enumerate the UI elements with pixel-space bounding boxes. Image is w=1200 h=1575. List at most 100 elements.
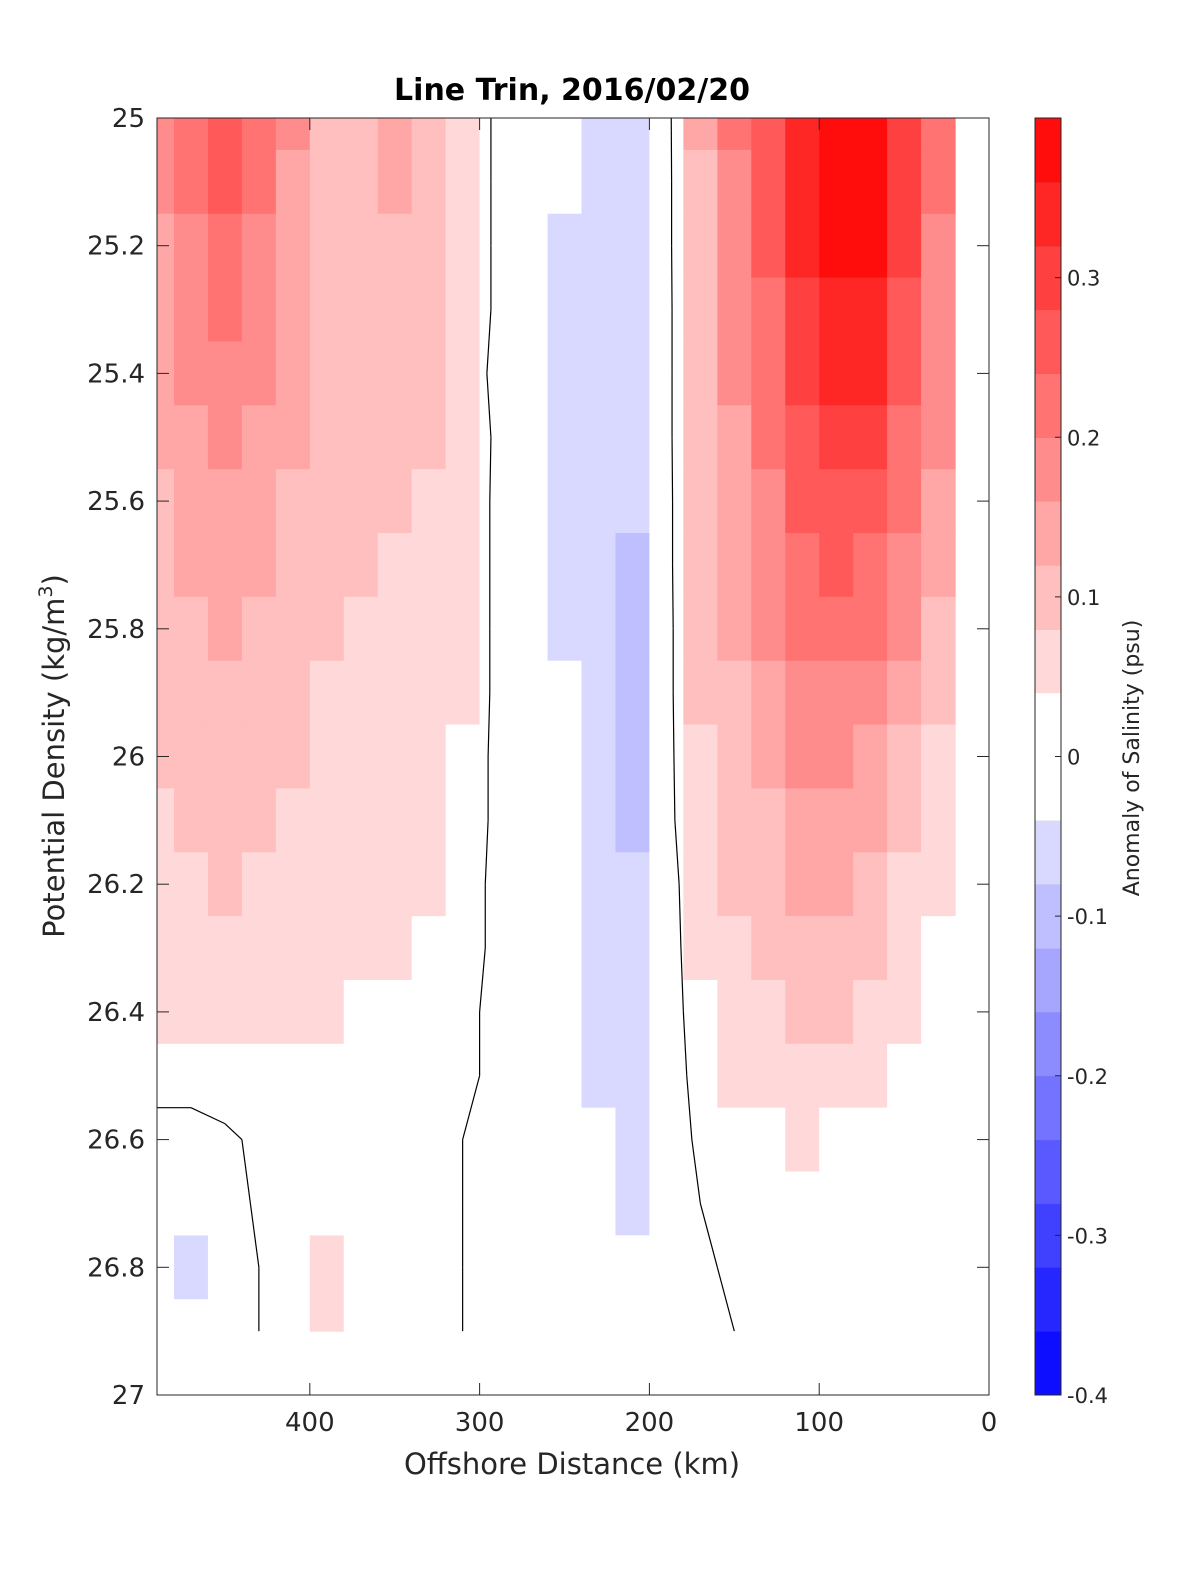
heatmap-cell bbox=[377, 1299, 413, 1332]
heatmap-cell bbox=[157, 916, 175, 981]
heatmap-cell bbox=[411, 916, 447, 981]
heatmap-cell bbox=[343, 469, 379, 534]
heatmap-cell bbox=[411, 469, 447, 534]
heatmap-cell bbox=[819, 1171, 854, 1236]
heatmap-cell bbox=[241, 724, 277, 790]
heatmap-cell bbox=[173, 1107, 209, 1173]
heatmap-cell bbox=[649, 1171, 684, 1236]
heatmap-cell bbox=[751, 1235, 786, 1300]
heatmap-cell bbox=[581, 1107, 617, 1173]
heatmap-cell bbox=[581, 596, 617, 662]
colorbar-title: Anomaly of Salinity (psu) bbox=[1120, 620, 1145, 897]
heatmap-cell bbox=[309, 277, 345, 343]
heatmap-cell bbox=[547, 1299, 583, 1332]
heatmap-cell bbox=[819, 660, 854, 726]
heatmap-cell bbox=[581, 1235, 617, 1300]
heatmap-cell bbox=[649, 660, 684, 726]
heatmap-cell bbox=[751, 213, 786, 279]
heatmap-cell bbox=[241, 916, 277, 981]
heatmap-cell bbox=[717, 1171, 752, 1236]
colorbar-band bbox=[1035, 118, 1061, 183]
heatmap-cell bbox=[887, 213, 922, 279]
heatmap-cell bbox=[853, 405, 888, 470]
heatmap-cell bbox=[513, 596, 549, 662]
heatmap-cell bbox=[649, 916, 684, 981]
heatmap-cell bbox=[615, 1043, 651, 1109]
heatmap-cell bbox=[683, 660, 718, 726]
heatmap-cell bbox=[751, 660, 786, 726]
heatmap-cell bbox=[445, 341, 481, 406]
heatmap-cell bbox=[615, 852, 651, 917]
heatmap-cell bbox=[207, 1107, 243, 1173]
heatmap-cell bbox=[411, 149, 447, 215]
heatmap-cell bbox=[547, 916, 583, 981]
heatmap-cell bbox=[479, 277, 515, 343]
heatmap-cell bbox=[853, 660, 888, 726]
heatmap-cell bbox=[887, 277, 922, 343]
heatmap-cell bbox=[479, 149, 515, 215]
heatmap-cell bbox=[411, 405, 447, 470]
heatmap-cell bbox=[785, 916, 820, 981]
heatmap-cell bbox=[683, 852, 718, 917]
colorbar-band bbox=[1035, 1011, 1061, 1077]
heatmap-cell bbox=[241, 469, 277, 534]
heatmap-cell bbox=[785, 213, 820, 279]
heatmap-cell bbox=[207, 596, 243, 662]
heatmap-cell bbox=[853, 979, 888, 1045]
heatmap-cell bbox=[513, 341, 549, 406]
heatmap-cell bbox=[343, 852, 379, 917]
heatmap-cell bbox=[649, 277, 684, 343]
heatmap-cell bbox=[513, 916, 549, 981]
heatmap-cell bbox=[785, 118, 820, 151]
heatmap-cell bbox=[309, 405, 345, 470]
y-tick-label: 25.2 bbox=[87, 232, 145, 262]
heatmap-cell bbox=[853, 1299, 888, 1332]
heatmap-cell bbox=[445, 149, 481, 215]
heatmap-cell bbox=[751, 341, 786, 406]
heatmap-cell bbox=[683, 916, 718, 981]
heatmap-cell bbox=[241, 405, 277, 470]
heatmap-cell bbox=[921, 533, 956, 598]
heatmap-cell bbox=[275, 405, 311, 470]
heatmap-cell bbox=[785, 1107, 820, 1173]
heatmap-cell bbox=[343, 213, 379, 279]
heatmap-cell bbox=[921, 341, 956, 406]
heatmap-cell bbox=[819, 1299, 854, 1332]
heatmap-cell bbox=[275, 916, 311, 981]
colorbar-band bbox=[1035, 1075, 1061, 1141]
heatmap-cell bbox=[309, 1043, 345, 1109]
heatmap-cell bbox=[173, 213, 209, 279]
heatmap-cell bbox=[343, 596, 379, 662]
heatmap-cell bbox=[445, 596, 481, 662]
heatmap-cell bbox=[615, 469, 651, 534]
heatmap-cell bbox=[207, 916, 243, 981]
heatmap-cell bbox=[513, 1107, 549, 1173]
heatmap-cell bbox=[853, 724, 888, 790]
heatmap-cell bbox=[309, 213, 345, 279]
heatmap-cell bbox=[513, 213, 549, 279]
heatmap-cell bbox=[377, 469, 413, 534]
heatmap-cell bbox=[207, 660, 243, 726]
heatmap-cells bbox=[157, 118, 956, 1332]
heatmap-cell bbox=[683, 118, 718, 151]
heatmap-cell bbox=[683, 1107, 718, 1173]
heatmap-cell bbox=[717, 724, 752, 790]
heatmap-cell bbox=[649, 788, 684, 853]
y-axis-title: Potential Density (kg/m3) bbox=[35, 574, 71, 938]
colorbar-tick-label: -0.1 bbox=[1067, 905, 1108, 929]
colorbar-band bbox=[1035, 948, 1061, 1013]
heatmap-cell bbox=[173, 149, 209, 215]
heatmap-cell bbox=[343, 533, 379, 598]
heatmap-cell bbox=[683, 341, 718, 406]
heatmap-cell bbox=[921, 405, 956, 470]
heatmap-cell bbox=[887, 852, 922, 917]
heatmap-cell bbox=[547, 149, 583, 215]
heatmap-cell bbox=[479, 596, 515, 662]
heatmap-cell bbox=[157, 405, 175, 470]
heatmap-cell bbox=[377, 788, 413, 853]
heatmap-cell bbox=[343, 916, 379, 981]
heatmap-cell bbox=[683, 979, 718, 1045]
heatmap-cell bbox=[717, 469, 752, 534]
zero-contour-segment bbox=[249, 1203, 260, 1268]
heatmap-cell bbox=[207, 213, 243, 279]
